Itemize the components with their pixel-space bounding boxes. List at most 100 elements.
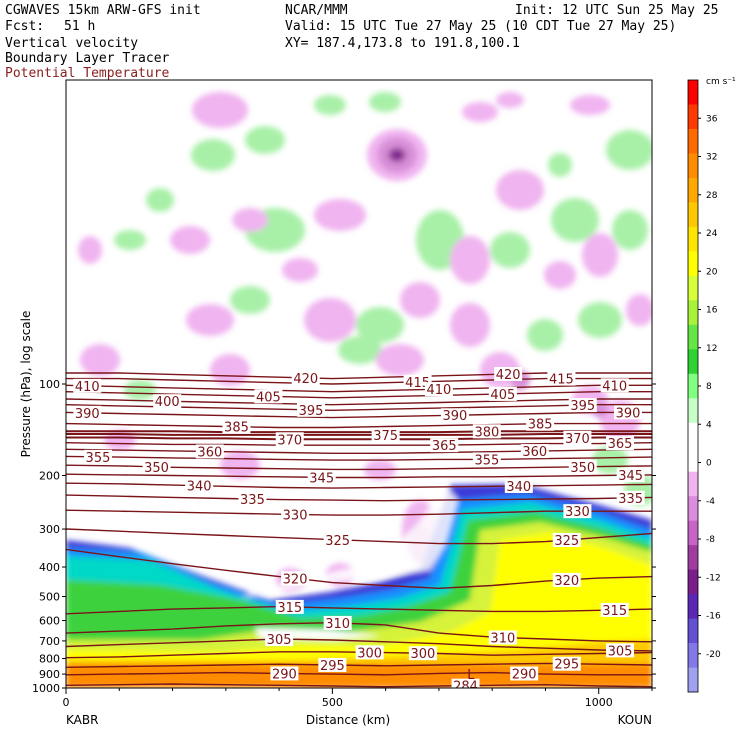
isentrope-label-bg [520,444,549,459]
y-tick-label: 100 [39,378,60,391]
isentrope-label-text: 360 [522,445,547,460]
isentrope-label-text: 315 [277,601,302,616]
isentrope-label: 375 [371,427,400,444]
isentrope-label-text: 330 [283,508,308,523]
isentrope-label-bg [472,424,501,439]
velocity-blob [232,208,268,232]
isentrope-label-text: 415 [405,376,430,391]
isentrope-390 [66,411,652,419]
field-boundary-layer-tracer: Boundary Layer Tracer [5,51,170,66]
isentrope-label: 284 [451,678,480,695]
colorbar-swatch [688,373,698,399]
isentrope-label-text: 375 [373,429,398,444]
velocity-blob [376,344,424,376]
isentrope-label-bg [488,386,517,401]
isentrope-label: 420 [494,366,523,383]
velocity-blobs [78,92,652,592]
isentrope-label-text: 350 [570,461,595,476]
isentrope-label: 395 [297,402,326,419]
isentrope-label-bg [83,449,112,464]
isentrope-label: 405 [254,389,283,405]
isentrope-label-text: 320 [283,572,308,587]
tracer-gap [240,485,458,598]
isentrope-label-text: 385 [528,418,553,433]
isentrope-label: 370 [275,432,304,448]
left-endpoint-label: KABR [66,713,98,727]
isentrope-label-bg [270,666,299,681]
isentrope-label-bg [526,416,555,431]
colorbar-swatch [688,275,698,301]
isentrope-label: 395 [568,398,597,414]
model-title: CGWAVES 15km ARW-GFS init [5,3,201,18]
velocity-blob [496,92,524,108]
colorbar-swatch [688,496,698,522]
isentrope-label: 355 [83,449,112,466]
isentrope-310 [66,621,652,643]
isentrope-label-text: 360 [197,445,222,460]
isentrope-365 [66,442,652,446]
velocity-blob [527,319,563,351]
velocity-blob [282,258,318,282]
isentrope-label-bg [195,444,224,459]
isentrope-355 [66,455,652,461]
isentrope-label: 320 [552,572,581,589]
isentrope-label: 415 [403,374,432,391]
isentrope-label-bg [318,657,347,672]
isentrope-345 [66,473,652,479]
velocity-blob [544,261,576,289]
isentrope-label-bg [430,438,459,453]
isentrope-label-bg [291,370,320,385]
velocity-blob [314,199,366,231]
isentrope-label-text: 320 [554,574,579,589]
velocity-blob [578,302,622,338]
isentrope-label-text: 345 [618,469,643,484]
isentrope-label: 335 [238,492,267,508]
colorbar-tick-label: 8 [706,382,712,392]
y-tick-label: 500 [39,590,60,603]
isentrope-label-text: 335 [240,493,265,508]
isentrope-label: 340 [504,478,533,495]
isentrope-label-bg [403,374,432,389]
isentrope-label-text: 395 [299,404,324,419]
velocity-blob [192,92,248,128]
velocity-blob [80,344,120,376]
velocity-blob [356,307,404,343]
isentrope-label-text: 390 [616,406,641,421]
isentrope-label-bg [238,492,267,507]
isentrope-label: 340 [185,478,214,495]
velocity-blob [391,150,403,160]
isentrope-label-text: 410 [426,383,451,398]
low-marker: L [467,668,475,683]
colorbar-tick-label: 20 [706,267,718,277]
colorbar-swatch [688,324,698,350]
isentrope-label-text: 390 [75,407,100,422]
colorbar-swatch [688,471,698,497]
colorbar-swatch [688,643,698,669]
x-tick-label: 0 [63,696,70,709]
isentrope-label-bg [265,632,294,647]
colorbar-swatch [688,520,698,546]
isentrope-label-bg [616,468,645,483]
isentrope-385 [66,422,652,429]
isentrope-label-bg [494,366,523,381]
isentrope-label-bg [563,430,592,445]
colorbar-tick-label: -20 [706,650,721,660]
isentrope-340 [66,482,652,489]
colorbar-tick-label: 12 [706,344,717,354]
isentrope-label: 390 [73,405,102,422]
isentrope-label-text: 284 [453,680,478,695]
velocity-blob [400,282,440,318]
isentrope-label-text: 365 [432,439,457,454]
isentrope-label-text: 420 [293,372,318,387]
velocity-blob [220,451,260,479]
isentrope-label-text: 395 [570,399,595,414]
colorbar-swatch [688,104,698,130]
velocity-blob [314,95,346,115]
colorbar-swatch [688,128,698,154]
isentrope-label-bg [451,678,480,688]
isentrope-label-bg [563,504,592,519]
isentrope-label-text: 325 [325,534,350,549]
velocity-blob [170,226,210,254]
isentrope-label: 345 [307,470,336,486]
